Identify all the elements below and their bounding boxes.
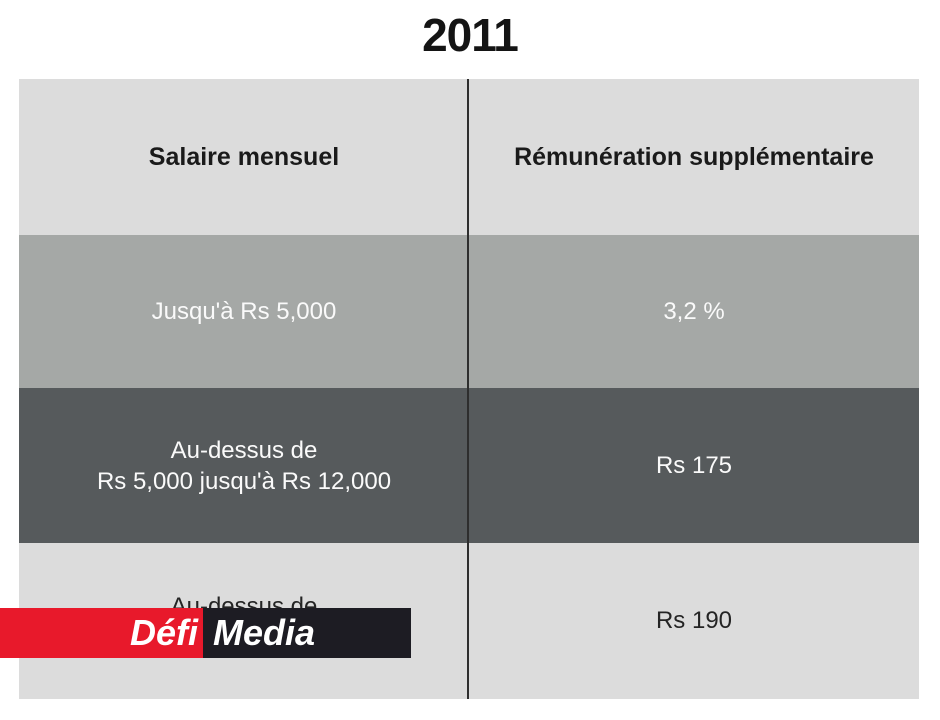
cell-remuneration-3-text: Rs 190	[655, 607, 733, 634]
logo-media-text: Media	[213, 612, 316, 653]
cell-salaire-2-text: Au-dessus de Rs 5,000 jusqu'à Rs 12,000	[97, 435, 391, 497]
logo-defi-text: Défi	[129, 612, 198, 653]
table-row: Au-dessus de Rs 5,000 jusqu'à Rs 12,000 …	[19, 388, 919, 543]
cell-salaire-1: Jusqu'à Rs 5,000	[19, 235, 469, 388]
cell-salaire-2: Au-dessus de Rs 5,000 jusqu'à Rs 12,000	[19, 388, 469, 543]
column-header-salaire: Salaire mensuel	[19, 79, 469, 235]
logo-defi-block: Défi	[0, 608, 203, 658]
cell-remuneration-2-text: Rs 175	[655, 452, 733, 479]
cell-remuneration-2: Rs 175	[469, 388, 919, 543]
column-header-remuneration-label: Rémunération supplémentaire	[514, 142, 874, 171]
cell-remuneration-1: 3,2 %	[469, 235, 919, 388]
page-title: 2011	[422, 9, 519, 61]
defi-media-logo: Défi Media	[0, 608, 411, 658]
column-header-salaire-label: Salaire mensuel	[148, 142, 340, 171]
column-header-remuneration: Rémunération supplémentaire	[469, 79, 919, 235]
table-header-row: Salaire mensuel Rémunération supplémenta…	[19, 79, 919, 235]
cell-remuneration-1-text: 3,2 %	[663, 297, 725, 325]
cell-salaire-2-line1: Au-dessus de	[170, 436, 318, 464]
cell-remuneration-3: Rs 190	[469, 543, 919, 699]
table-row: Jusqu'à Rs 5,000 3,2 %	[19, 235, 919, 388]
cell-salaire-2-line2: Rs 5,000 jusqu'à Rs 12,000	[96, 467, 392, 495]
salary-table: Salaire mensuel Rémunération supplémenta…	[19, 79, 919, 699]
logo-media-block: Media	[203, 608, 411, 658]
cell-salaire-1-text: Jusqu'à Rs 5,000	[151, 297, 337, 325]
column-divider-line	[467, 79, 469, 699]
